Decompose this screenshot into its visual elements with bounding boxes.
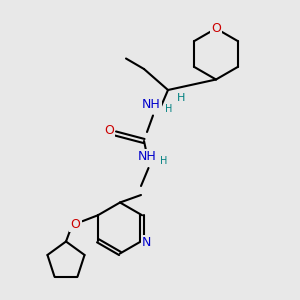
Text: O: O <box>104 124 114 137</box>
Text: H: H <box>160 156 168 167</box>
Text: H: H <box>165 104 172 114</box>
Text: O: O <box>70 218 80 231</box>
Text: NH: NH <box>138 150 156 164</box>
Text: O: O <box>211 22 221 35</box>
Text: H: H <box>177 93 186 103</box>
Text: N: N <box>142 236 151 249</box>
Text: NH: NH <box>142 98 161 111</box>
